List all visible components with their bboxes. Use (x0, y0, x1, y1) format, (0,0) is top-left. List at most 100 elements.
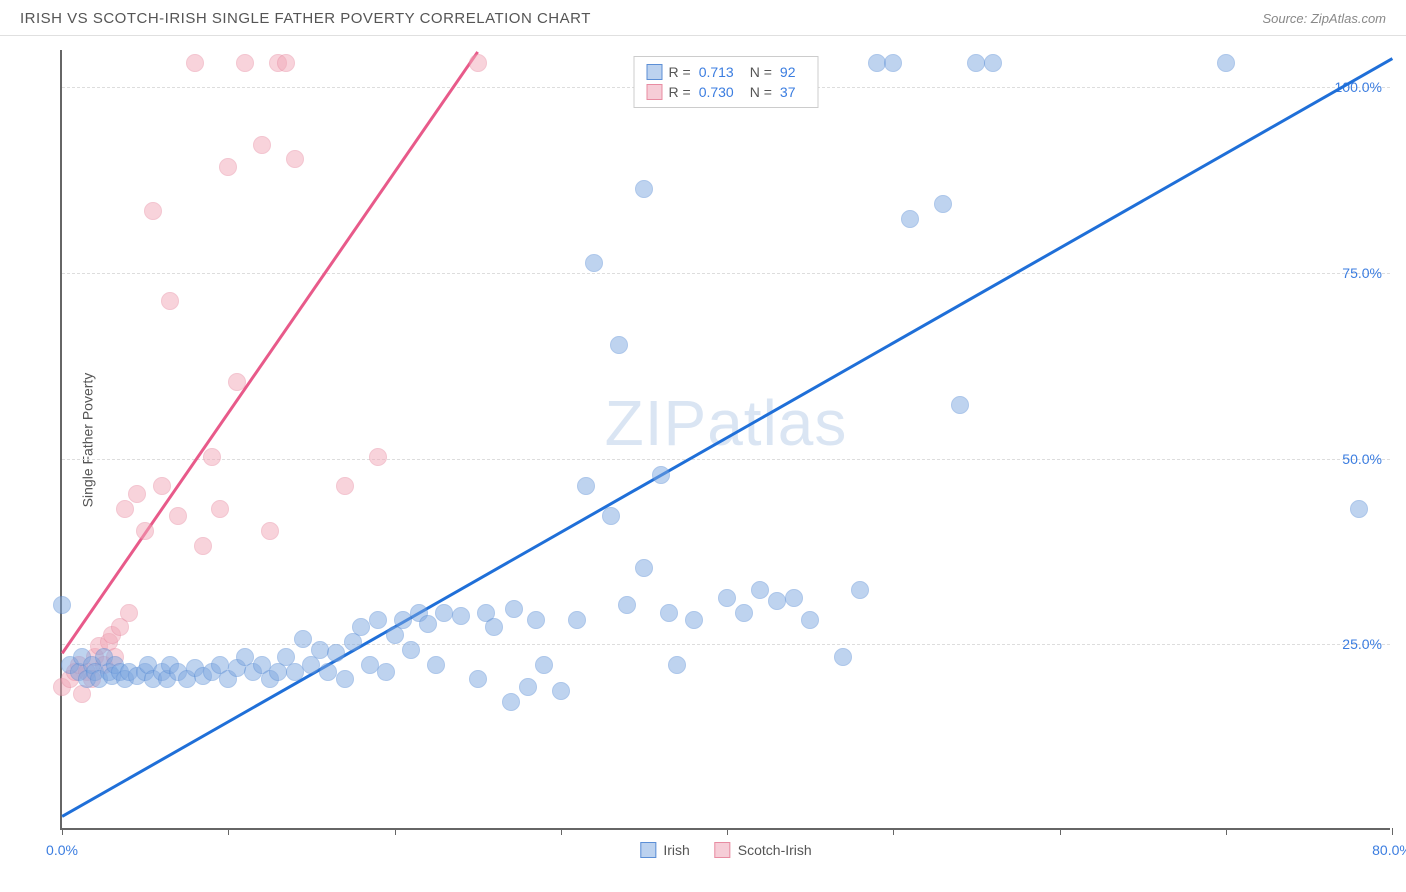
legend-item: Irish (640, 842, 689, 858)
data-point (602, 507, 620, 525)
gridline (62, 644, 1390, 645)
legend-item: Scotch-Irish (715, 842, 812, 858)
x-tick (395, 828, 396, 835)
data-point (361, 656, 379, 674)
data-point (851, 581, 869, 599)
series-legend: Irish Scotch-Irish (640, 842, 811, 858)
data-point (984, 54, 1002, 72)
data-point (294, 630, 312, 648)
chart-area: Single Father Poverty ZIPatlas 25.0%50.0… (60, 50, 1390, 830)
data-point (427, 656, 445, 674)
gridline (62, 273, 1390, 274)
data-point (120, 604, 138, 622)
data-point (519, 678, 537, 696)
data-point (660, 604, 678, 622)
data-point (585, 254, 603, 272)
data-point (261, 522, 279, 540)
data-point (253, 136, 271, 154)
legend-label: Irish (663, 842, 689, 858)
data-point (327, 644, 345, 662)
data-point (236, 54, 254, 72)
data-point (718, 589, 736, 607)
data-point (884, 54, 902, 72)
y-tick-label: 75.0% (1342, 265, 1382, 281)
data-point (211, 500, 229, 518)
data-point (369, 611, 387, 629)
data-point (1350, 500, 1368, 518)
data-point (652, 466, 670, 484)
x-tick-label: 80.0% (1372, 842, 1406, 858)
data-point (951, 396, 969, 414)
data-point (286, 663, 304, 681)
data-point (635, 559, 653, 577)
r-label: R = (669, 64, 691, 80)
x-tick (1060, 828, 1061, 835)
data-point (868, 54, 886, 72)
data-point (194, 537, 212, 555)
data-point (277, 54, 295, 72)
data-point (336, 477, 354, 495)
data-point (228, 373, 246, 391)
x-tick (893, 828, 894, 835)
r-label: R = (669, 84, 691, 100)
data-point (801, 611, 819, 629)
x-tick (1226, 828, 1227, 835)
data-point (186, 54, 204, 72)
data-point (203, 448, 221, 466)
legend-row: R = 0.730 N = 37 (647, 82, 806, 102)
data-point (319, 663, 337, 681)
data-point (668, 656, 686, 674)
data-point (635, 180, 653, 198)
data-point (610, 336, 628, 354)
x-tick (727, 828, 728, 835)
data-point (53, 596, 71, 614)
data-point (336, 670, 354, 688)
data-point (311, 641, 329, 659)
legend-swatch (640, 842, 656, 858)
data-point (568, 611, 586, 629)
data-point (485, 618, 503, 636)
trend-line (61, 58, 1392, 818)
n-value: 92 (780, 64, 796, 80)
legend-swatch (647, 64, 663, 80)
data-point (128, 485, 146, 503)
data-point (834, 648, 852, 666)
data-point (552, 682, 570, 700)
data-point (618, 596, 636, 614)
x-tick (62, 828, 63, 835)
data-point (1217, 54, 1235, 72)
data-point (419, 615, 437, 633)
n-value: 37 (780, 84, 796, 100)
legend-swatch (715, 842, 731, 858)
data-point (394, 611, 412, 629)
data-point (169, 507, 187, 525)
data-point (136, 522, 154, 540)
data-point (535, 656, 553, 674)
data-point (768, 592, 786, 610)
legend-swatch (647, 84, 663, 100)
data-point (352, 618, 370, 636)
data-point (505, 600, 523, 618)
legend-label: Scotch-Irish (738, 842, 812, 858)
chart-title: IRISH VS SCOTCH-IRISH SINGLE FATHER POVE… (20, 10, 591, 27)
r-value: 0.730 (699, 84, 734, 100)
x-tick (561, 828, 562, 835)
data-point (785, 589, 803, 607)
r-value: 0.713 (699, 64, 734, 80)
y-tick-label: 25.0% (1342, 636, 1382, 652)
data-point (219, 158, 237, 176)
data-point (286, 150, 304, 168)
data-point (967, 54, 985, 72)
data-point (402, 641, 420, 659)
data-point (369, 448, 387, 466)
data-point (469, 54, 487, 72)
x-tick (228, 828, 229, 835)
data-point (901, 210, 919, 228)
plot-region: ZIPatlas 25.0%50.0%75.0%100.0%0.0%80.0%R… (60, 50, 1390, 830)
n-label: N = (750, 84, 772, 100)
x-tick (1392, 828, 1393, 835)
chart-source: Source: ZipAtlas.com (1262, 11, 1386, 26)
gridline (62, 459, 1390, 460)
data-point (452, 607, 470, 625)
data-point (577, 477, 595, 495)
